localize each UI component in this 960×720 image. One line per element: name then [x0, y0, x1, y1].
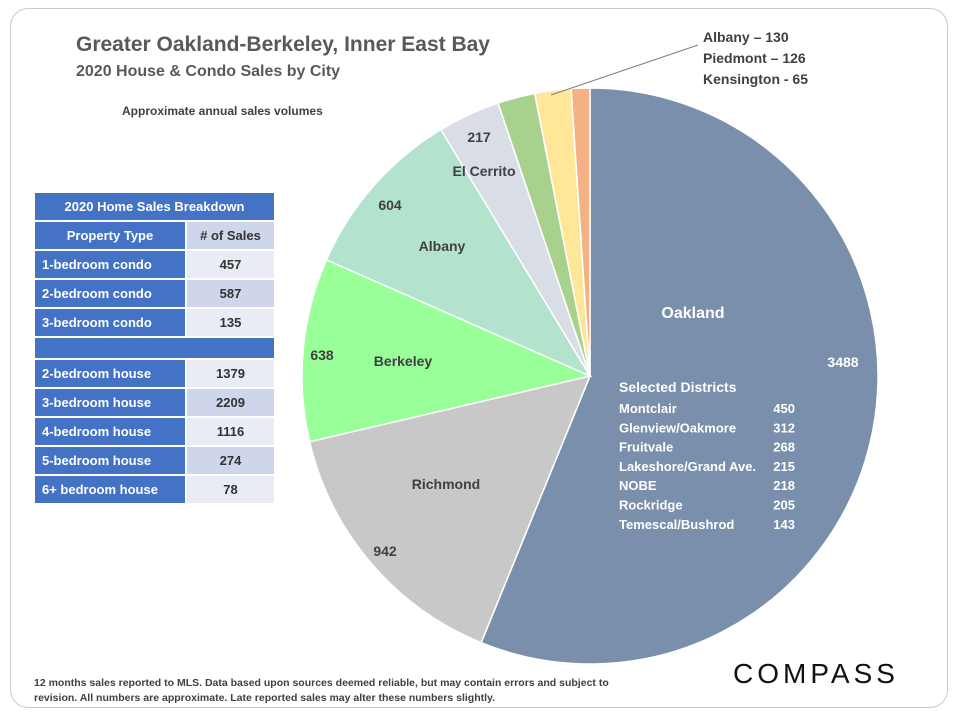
- column-header-type: Property Type: [35, 222, 187, 249]
- footer-disclaimer: 12 months sales reported to MLS. Data ba…: [34, 677, 609, 704]
- sales-cell: 1116: [187, 418, 274, 445]
- district-name: Fruitvale: [619, 440, 673, 455]
- chart-note: Approximate annual sales volumes: [122, 104, 323, 118]
- sales-breakdown-table: 2020 Home Sales Breakdown Property Type …: [35, 191, 274, 505]
- district-value: 143: [773, 517, 795, 532]
- table-row: 4-bedroom house 1116: [35, 418, 274, 445]
- callout-leader-line: [550, 44, 699, 96]
- callout-line-2: Piedmont – 126: [703, 50, 806, 66]
- district-value: 215: [773, 459, 795, 474]
- property-type-cell: 5-bedroom house: [35, 447, 187, 474]
- slice-label-el-cerrito: El Cerrito: [452, 163, 515, 179]
- district-name: Temescal/Bushrod: [619, 517, 734, 532]
- pie-slice-richmond: [308, 374, 592, 644]
- sales-cell: 587: [187, 280, 274, 307]
- district-value: 218: [773, 478, 795, 493]
- district-name: Glenview/Oakmore: [619, 420, 736, 435]
- slide-border: [10, 8, 948, 708]
- sales-cell: 135: [187, 309, 274, 336]
- pie-slice-berkeley: [301, 258, 593, 443]
- district-value: 450: [773, 401, 795, 416]
- slice-value-richmond: 942: [373, 543, 397, 559]
- table-title-row: 2020 Home Sales Breakdown: [35, 193, 274, 220]
- property-type-cell: 2-bedroom condo: [35, 280, 187, 307]
- slice-value-albany: 604: [378, 197, 402, 213]
- slice-label-richmond: Richmond: [412, 476, 480, 492]
- sales-cell: 78: [187, 476, 274, 503]
- table-row: 3-bedroom condo 135: [35, 309, 274, 336]
- sales-cell: 457: [187, 251, 274, 278]
- sales-cell: 2209: [187, 389, 274, 416]
- district-value: 268: [773, 440, 795, 455]
- table-row: 6+ bedroom house 78: [35, 476, 274, 503]
- pie-slice-albany: [325, 128, 592, 378]
- table-column-header-row: Property Type # of Sales: [35, 222, 274, 249]
- district-value: 312: [773, 420, 795, 435]
- sales-cell: 274: [187, 447, 274, 474]
- pie-slice-oakland: [480, 87, 879, 665]
- districts-heading: Selected Districts: [619, 379, 737, 395]
- table-divider: [35, 338, 274, 358]
- table-row: 1-bedroom condo 457: [35, 251, 274, 278]
- table-title: 2020 Home Sales Breakdown: [35, 193, 274, 220]
- district-name: Montclair: [619, 401, 677, 416]
- column-header-sales: # of Sales: [187, 222, 274, 249]
- slice-value-el-cerrito: 217: [467, 129, 491, 145]
- chart-title: Greater Oakland-Berkeley, Inner East Bay: [76, 33, 490, 56]
- table-row: 3-bedroom house 2209: [35, 389, 274, 416]
- property-type-cell: 3-bedroom house: [35, 389, 187, 416]
- table-divider-row: [35, 338, 274, 358]
- property-type-cell: 3-bedroom condo: [35, 309, 187, 336]
- table-row: 2-bedroom condo 587: [35, 280, 274, 307]
- chart-subtitle: 2020 House & Condo Sales by City: [76, 63, 341, 80]
- callout-line-3: Kensington - 65: [703, 71, 809, 87]
- sales-cell: 1379: [187, 360, 274, 387]
- table-row: 5-bedroom house 274: [35, 447, 274, 474]
- property-type-cell: 1-bedroom condo: [35, 251, 187, 278]
- callout-line-1: Albany – 130: [703, 29, 789, 45]
- district-name: NOBE: [619, 478, 657, 493]
- property-type-cell: 6+ bedroom house: [35, 476, 187, 503]
- table-row: 2-bedroom house 1379: [35, 360, 274, 387]
- slice-label-albany: Albany: [419, 238, 466, 254]
- property-type-cell: 4-bedroom house: [35, 418, 187, 445]
- slice-label-oakland: Oakland: [661, 305, 724, 322]
- slice-label-berkeley: Berkeley: [374, 353, 433, 369]
- slice-value-oakland: 3488: [827, 354, 858, 370]
- district-value: 205: [773, 498, 795, 513]
- district-name: Lakeshore/Grand Ave.: [619, 459, 756, 474]
- property-type-cell: 2-bedroom house: [35, 360, 187, 387]
- compass-logo: COMPASS: [733, 658, 899, 689]
- district-name: Rockridge: [619, 498, 683, 513]
- slice-value-berkeley: 638: [310, 347, 334, 363]
